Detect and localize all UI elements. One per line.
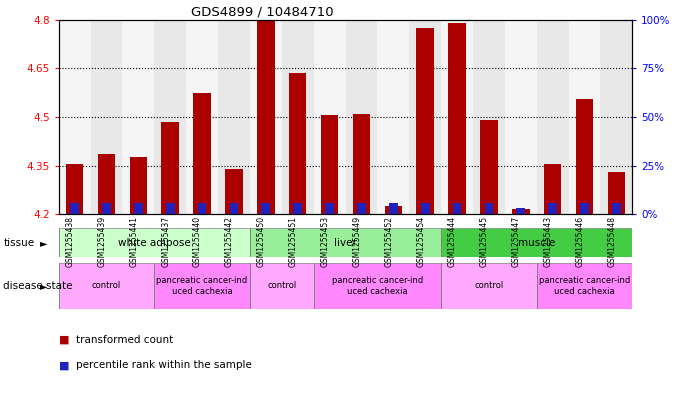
Text: control: control xyxy=(92,281,121,290)
Text: white adipose: white adipose xyxy=(118,238,191,248)
FancyBboxPatch shape xyxy=(537,263,632,309)
Bar xyxy=(537,20,569,214)
FancyBboxPatch shape xyxy=(250,228,441,257)
Text: pancreatic cancer-ind
uced cachexia: pancreatic cancer-ind uced cachexia xyxy=(156,276,248,296)
Bar xyxy=(409,20,441,214)
Bar xyxy=(512,209,529,214)
Bar xyxy=(516,208,525,214)
Bar xyxy=(417,28,434,214)
Bar xyxy=(70,204,79,214)
FancyBboxPatch shape xyxy=(441,228,632,257)
Bar xyxy=(544,164,561,214)
Bar xyxy=(453,204,462,214)
Bar xyxy=(612,204,621,214)
Text: GSM1255447: GSM1255447 xyxy=(512,216,521,267)
Text: ►: ► xyxy=(40,281,48,291)
Bar xyxy=(193,93,211,214)
Bar xyxy=(261,204,270,214)
Bar xyxy=(162,122,179,214)
FancyBboxPatch shape xyxy=(314,263,441,309)
Bar xyxy=(257,21,274,214)
FancyBboxPatch shape xyxy=(59,263,154,309)
Text: pancreatic cancer-ind
uced cachexia: pancreatic cancer-ind uced cachexia xyxy=(539,276,630,296)
Bar xyxy=(134,204,143,214)
Text: disease state: disease state xyxy=(3,281,73,291)
Text: ■: ■ xyxy=(59,335,69,345)
Bar xyxy=(569,20,600,214)
Bar xyxy=(441,20,473,214)
Text: GSM1255437: GSM1255437 xyxy=(161,216,170,267)
Text: liver: liver xyxy=(334,238,357,248)
Bar xyxy=(480,120,498,214)
Bar xyxy=(473,20,505,214)
Text: percentile rank within the sample: percentile rank within the sample xyxy=(76,360,252,371)
Bar xyxy=(293,204,302,214)
Text: tissue: tissue xyxy=(3,238,35,248)
Bar xyxy=(352,114,370,214)
Bar xyxy=(314,20,346,214)
Text: control: control xyxy=(474,281,504,290)
Text: GSM1255448: GSM1255448 xyxy=(607,216,616,267)
Text: GSM1255439: GSM1255439 xyxy=(97,216,106,267)
Bar xyxy=(186,20,218,214)
Bar xyxy=(576,99,594,214)
Bar xyxy=(166,204,175,214)
Text: GDS4899 / 10484710: GDS4899 / 10484710 xyxy=(191,6,334,19)
Text: muscle: muscle xyxy=(518,238,556,248)
Bar xyxy=(377,20,409,214)
Text: GSM1255442: GSM1255442 xyxy=(225,216,234,267)
Text: GSM1255441: GSM1255441 xyxy=(129,216,138,267)
Text: GSM1255452: GSM1255452 xyxy=(384,216,393,267)
Bar xyxy=(548,204,557,214)
Text: GSM1255446: GSM1255446 xyxy=(576,216,585,267)
Text: transformed count: transformed count xyxy=(76,335,173,345)
Text: control: control xyxy=(267,281,296,290)
Bar xyxy=(421,204,430,214)
Bar xyxy=(448,23,466,214)
Bar xyxy=(198,204,207,214)
Bar xyxy=(218,20,250,214)
Bar xyxy=(122,20,154,214)
Bar xyxy=(91,20,122,214)
Bar xyxy=(66,164,84,214)
Text: GSM1255449: GSM1255449 xyxy=(352,216,361,267)
Text: GSM1255453: GSM1255453 xyxy=(321,216,330,267)
Text: pancreatic cancer-ind
uced cachexia: pancreatic cancer-ind uced cachexia xyxy=(332,276,423,296)
Text: GSM1255444: GSM1255444 xyxy=(448,216,457,267)
Bar xyxy=(130,158,147,214)
Bar xyxy=(484,204,493,214)
Bar xyxy=(389,204,398,214)
Text: GSM1255438: GSM1255438 xyxy=(66,216,75,267)
Bar xyxy=(59,20,91,214)
Bar xyxy=(346,20,377,214)
Bar xyxy=(607,172,625,214)
Bar xyxy=(225,169,243,214)
FancyBboxPatch shape xyxy=(154,263,250,309)
Bar xyxy=(154,20,186,214)
Bar xyxy=(384,206,402,214)
Text: GSM1255454: GSM1255454 xyxy=(416,216,425,267)
Bar xyxy=(282,20,314,214)
Bar xyxy=(229,204,238,214)
Text: GSM1255445: GSM1255445 xyxy=(480,216,489,267)
Bar xyxy=(250,20,282,214)
Bar xyxy=(357,204,366,214)
Bar xyxy=(505,20,537,214)
Bar xyxy=(97,154,115,214)
Bar xyxy=(580,204,589,214)
Bar xyxy=(102,204,111,214)
FancyBboxPatch shape xyxy=(250,263,314,309)
Text: GSM1255450: GSM1255450 xyxy=(257,216,266,267)
Text: GSM1255443: GSM1255443 xyxy=(544,216,553,267)
Text: GSM1255451: GSM1255451 xyxy=(289,216,298,267)
Bar xyxy=(325,204,334,214)
Text: ■: ■ xyxy=(59,360,69,371)
Text: GSM1255440: GSM1255440 xyxy=(193,216,202,267)
FancyBboxPatch shape xyxy=(441,263,537,309)
Bar xyxy=(600,20,632,214)
Bar xyxy=(289,73,307,214)
Text: ►: ► xyxy=(40,238,48,248)
FancyBboxPatch shape xyxy=(59,228,250,257)
Bar xyxy=(321,115,339,214)
